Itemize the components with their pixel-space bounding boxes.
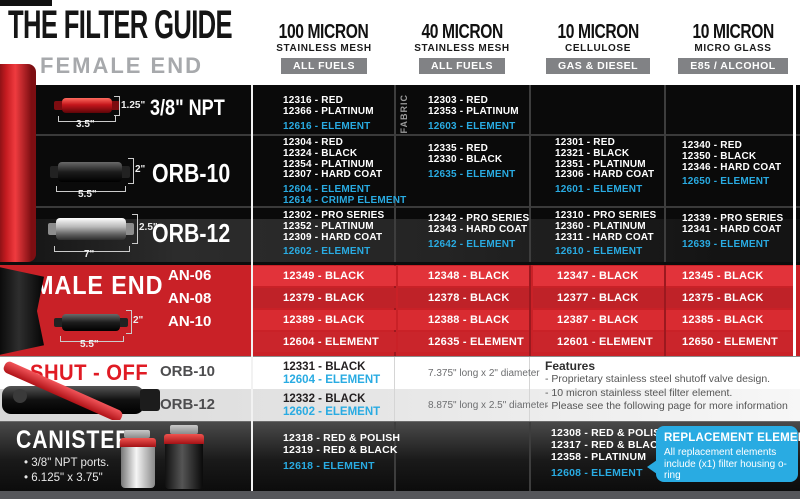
cell-orb10-100micron: 12304 - RED 12324 - BLACK 12354 - PLATIN… [283,137,407,206]
row-label-orb12: ORB-12 [152,218,231,248]
dimension-height: 2" [135,164,146,175]
fuel-badge: GAS & DIESEL [545,58,651,74]
dimension-line [132,214,138,244]
features-block: Features - Proprietary stainless steel s… [545,359,788,412]
column-divider [394,422,396,492]
section-subtitle-female-end: FEMALE END [40,53,203,78]
cell-element-cellulose: 12601 - ELEMENT [533,332,664,352]
dimension-height: 2.5" [139,222,158,233]
an-fitting-photo [0,266,44,356]
dimension-line [56,186,126,192]
cell-an10-40micron: 12388 - BLACK [398,310,529,330]
cell-an08-40micron: 12378 - BLACK [398,288,529,308]
dimension-width: 5.5" [78,189,97,200]
column-divider [664,265,666,356]
fuel-badge: E85 / ALCOHOL [678,58,788,74]
dimension-width: 5.5" [80,339,99,350]
column-divider [394,85,396,262]
cell-orb12-100micron: 12302 - PRO SERIES 12352 - PLATINUM 1230… [283,210,385,258]
cell-orb12-cellulose: 12310 - PRO SERIES 12360 - PLATINUM 1231… [555,210,657,258]
row-label-shutoff-orb10: ORB-10 [160,363,216,380]
canister-bullets: • 3/8" NPT ports. • 6.125" x 3.75" [24,457,110,484]
column-divider [529,357,530,422]
male-filter-photo [54,314,128,331]
column-divider [664,85,666,262]
canister-photo-black [162,425,208,489]
cell-an06-40micron: 12348 - BLACK [398,266,529,286]
cell-an08-microglass: 12375 - BLACK [666,288,793,308]
callout-tail [647,460,657,474]
dimension-line [128,158,134,184]
canister-photo-polish [118,430,160,488]
dimension-line [60,336,124,342]
dimension-height: 2" [133,315,144,326]
row-label-an08: AN-08 [168,290,212,307]
column-header-10-micron-cellulose: 10 MICRON CELLULOSE GAS & DIESEL [523,22,673,74]
fuel-badge: ALL FUELS [280,58,368,74]
cell-an10-100micron: 12389 - BLACK [253,310,396,330]
cell-an08-cellulose: 12377 - BLACK [533,288,664,308]
cell-orb10-cellulose: 12301 - RED 12321 - BLACK 12351 - PLATIN… [555,137,655,196]
orb12-filter-photo [48,218,134,240]
row-label-orb10: ORB-10 [152,158,231,188]
cell-an06-microglass: 12345 - BLACK [666,266,793,286]
cell-an06-cellulose: 12347 - BLACK [533,266,664,286]
column-header-40-micron: 40 MICRON STAINLESS MESH ALL FUELS [414,21,510,74]
dimension-line [114,96,120,116]
dimension-line [58,116,116,122]
fuel-badge: ALL FUELS [418,58,506,74]
row-label-shutoff-orb12: ORB-12 [160,396,216,413]
shutoff-valve-photo [2,361,160,420]
dimension-width: 7" [84,249,95,260]
dimension-height: 1.25" [121,100,146,111]
column-header-10-micron-micro-glass: 10 MICRON MICRO GLASS E85 / ALCOHOL [658,22,800,74]
column-divider [529,265,531,356]
column-divider [529,85,531,262]
cell-an08-100micron: 12379 - BLACK [253,288,396,308]
red-filter-photo [0,64,36,262]
column-divider [529,422,531,492]
cell-an10-microglass: 12385 - BLACK [666,310,793,330]
row-divider [0,206,800,208]
cell-canister-100micron: 12318 - RED & POLISH 12319 - RED & BLACK… [283,432,401,472]
cell-npt-100micron: 12316 - RED 12366 - PLATINUM 12616 - ELE… [283,95,374,132]
male-end-title: MALE END [34,270,164,300]
column-divider [394,357,395,422]
cell-an10-cellulose: 12387 - BLACK [533,310,664,330]
size-note-orb12: 8.875" long x 2.5" diameter [428,400,548,411]
top-left-notch [0,0,52,6]
cell-element-40micron: 12635 - ELEMENT [398,332,529,352]
cell-orb12-microglass: 12339 - PRO SERIES 12341 - HARD COAT 126… [682,213,784,250]
cell-npt-40micron: 12303 - RED 12353 - PLATINUM 12603 - ELE… [428,95,519,132]
orb10-filter-photo [50,162,130,182]
dimension-width: 3.5" [76,119,95,130]
cell-an06-100micron: 12349 - BLACK [253,266,396,286]
bottom-bar [0,491,800,499]
cell-shutoff-orb12: 12332 - BLACK 12602 - ELEMENT [283,393,381,418]
page-title: THE FILTER GUIDE [8,3,233,47]
row-divider [0,134,800,136]
cell-shutoff-orb10: 12331 - BLACK 12604 - ELEMENT [283,361,381,386]
cell-canister-cellulose: 12308 - RED & POLISH 12317 - RED & BLACK… [551,427,669,479]
size-note-orb10: 7.375" long x 2" diameter [428,368,540,379]
row-label-an10: AN-10 [168,313,212,330]
cell-orb12-40micron: 12342 - PRO SERIES 12343 - HARD COAT 126… [428,213,530,250]
cell-orb10-40micron: 12335 - RED 12330 - BLACK 12635 - ELEMEN… [428,143,516,180]
dimension-line [54,246,130,252]
dimension-line [126,310,132,334]
fabric-note: FABRIC [399,94,409,134]
column-header-100-micron: 100 MICRON STAINLESS MESH ALL FUELS [276,21,372,74]
npt-filter-photo [54,98,120,113]
cell-orb10-microglass: 12340 - RED 12350 - BLACK 12346 - HARD C… [682,140,782,188]
row-label-an06: AN-06 [168,267,212,284]
canister-title: CANISTER [16,426,132,454]
label-column-divider [251,85,253,491]
cell-element-microglass: 12650 - ELEMENT [666,332,793,352]
row-label-npt: 3/8" NPT [150,95,225,120]
cell-element-100micron: 12604 - ELEMENT [253,332,396,352]
right-edge-divider [793,85,796,356]
